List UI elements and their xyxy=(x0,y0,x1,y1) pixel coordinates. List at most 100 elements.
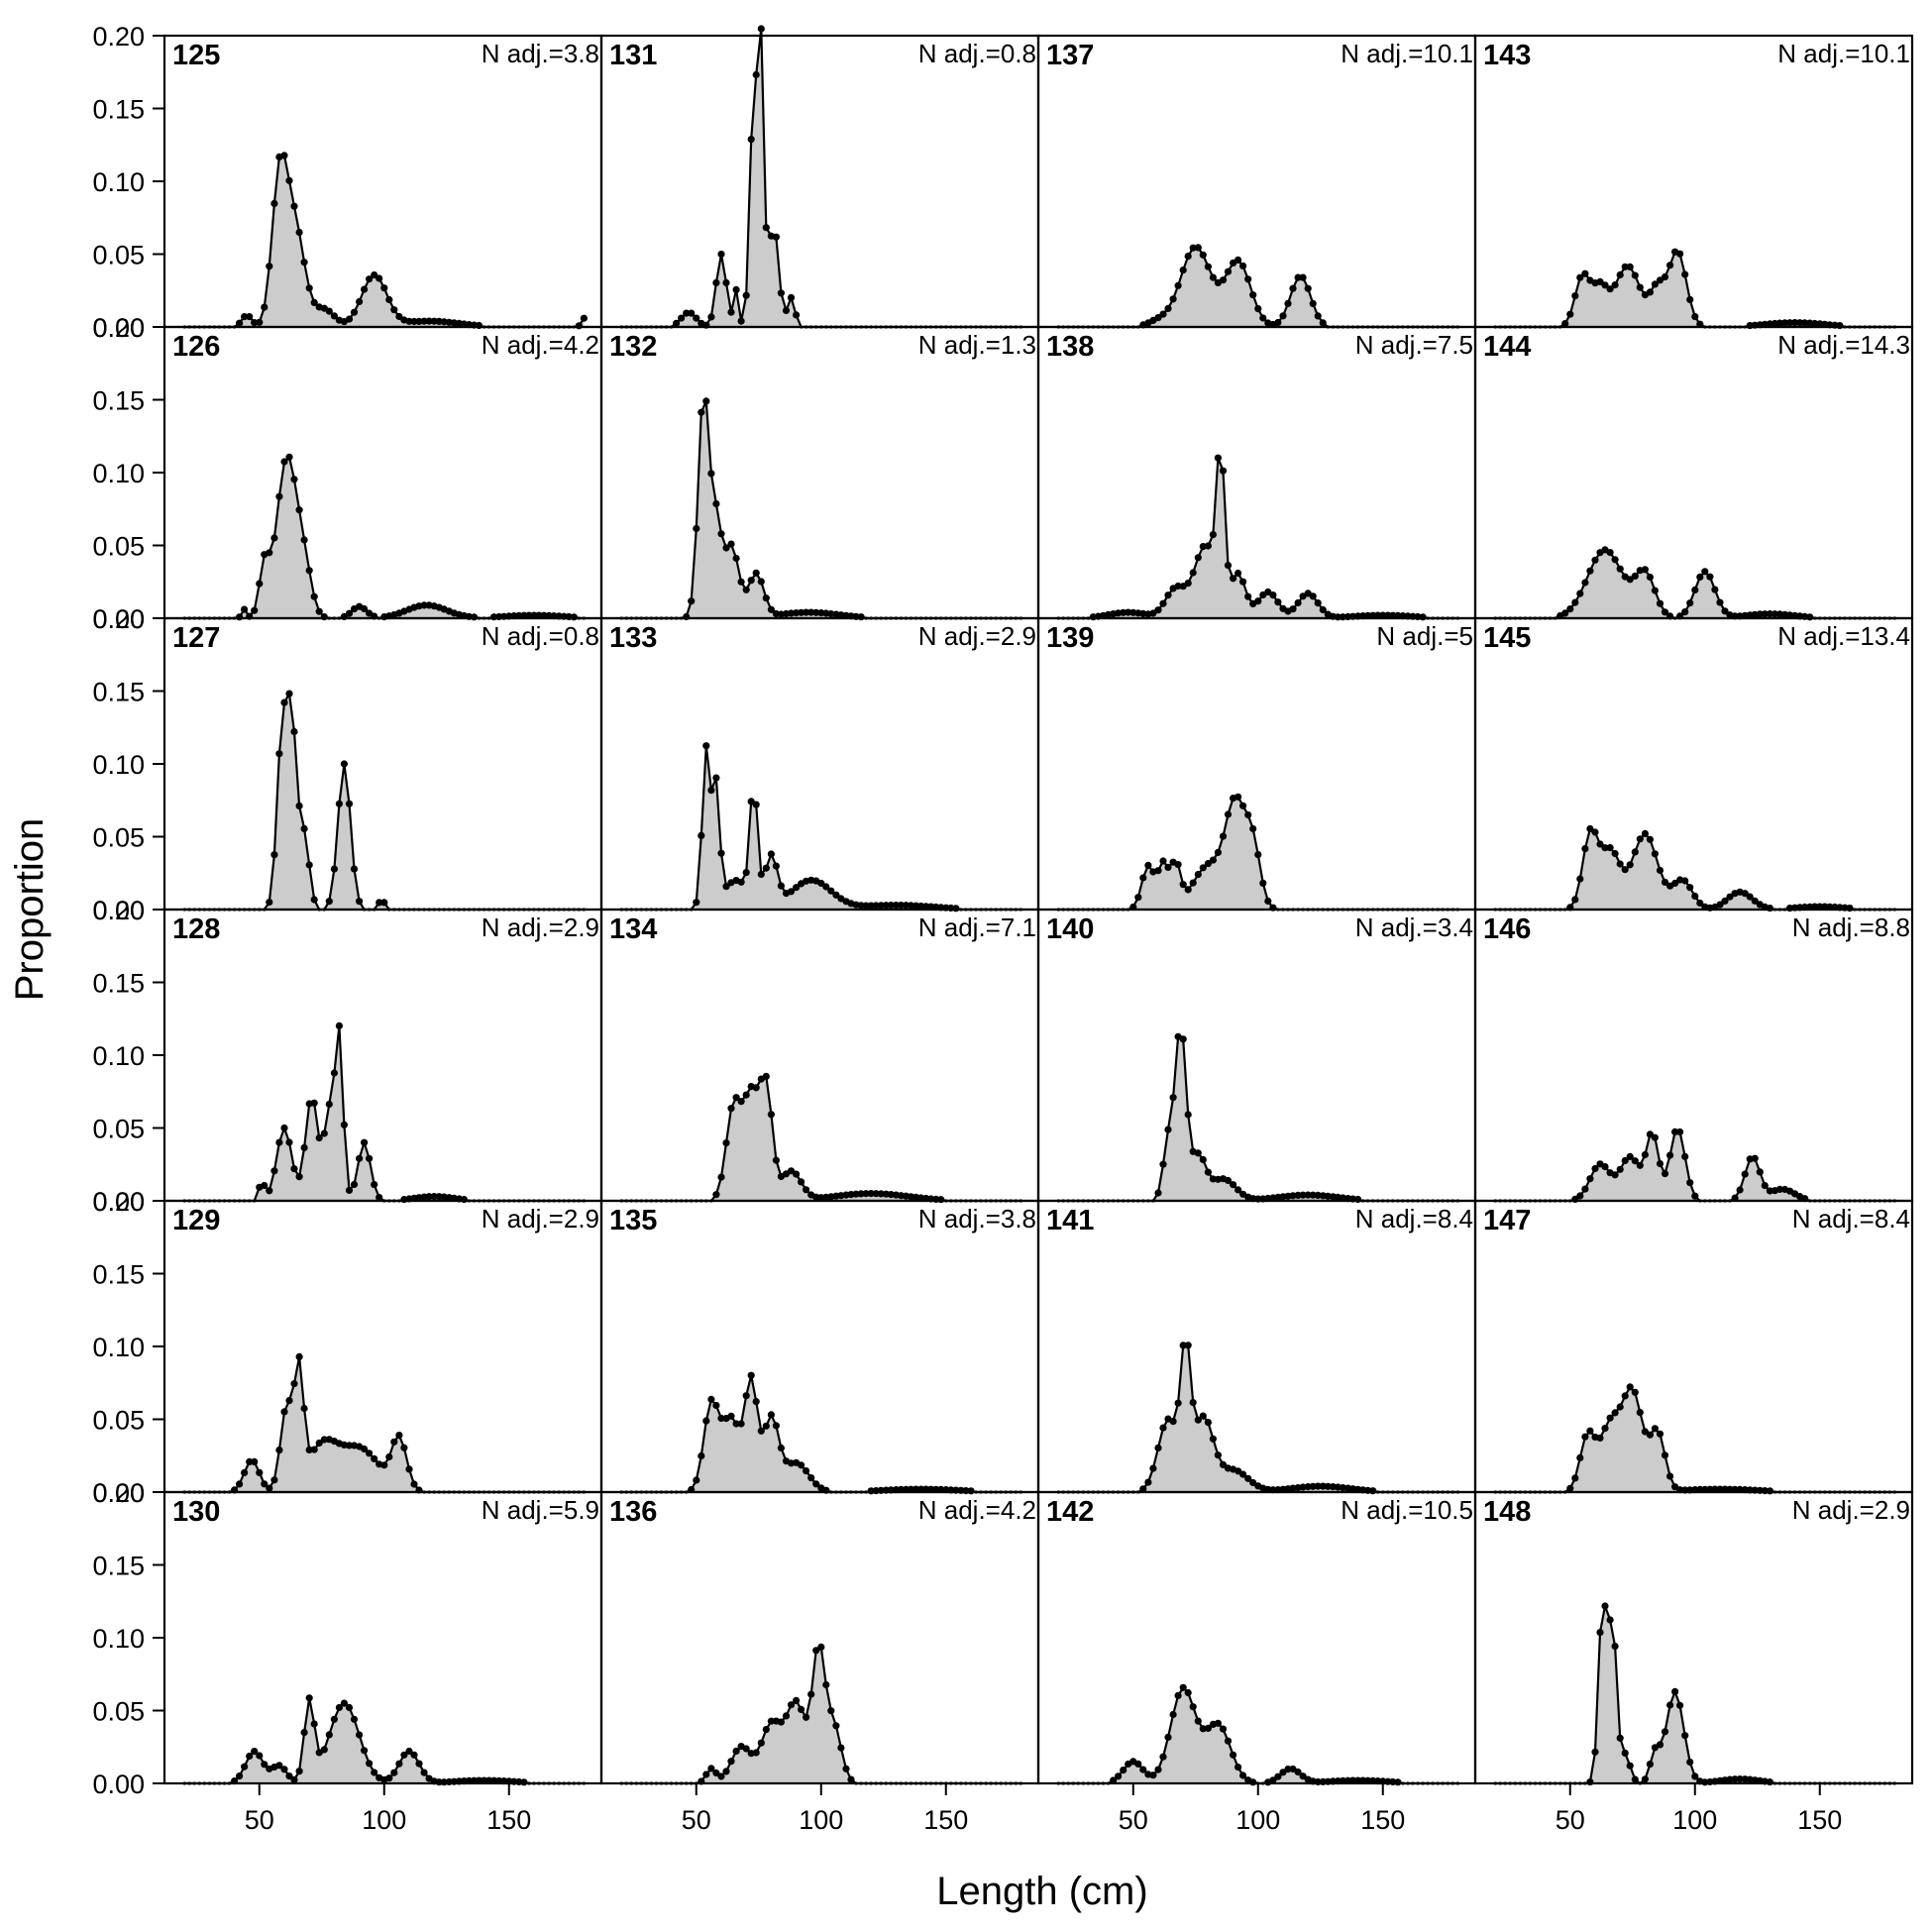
y-tick-label: 0.15 xyxy=(92,386,145,416)
data-point xyxy=(1179,881,1187,889)
data-point xyxy=(1761,1182,1769,1190)
data-point xyxy=(702,1417,710,1425)
data-point xyxy=(330,865,338,873)
data-point xyxy=(300,1404,308,1413)
data-point xyxy=(1184,253,1192,261)
data-point xyxy=(1230,575,1237,583)
distribution-area xyxy=(621,1076,1021,1201)
data-point xyxy=(678,314,686,322)
data-point xyxy=(1294,273,1302,281)
data-point xyxy=(1661,272,1669,281)
data-point xyxy=(727,1105,735,1113)
data-point xyxy=(1641,1150,1649,1159)
data-point xyxy=(1706,573,1714,581)
data-point xyxy=(356,1154,364,1162)
data-point xyxy=(712,278,720,286)
data-point xyxy=(912,1485,920,1493)
y-tick-label: 0.00 xyxy=(92,896,145,925)
data-point xyxy=(1219,467,1228,475)
y-tick-label: 0.05 xyxy=(92,823,145,853)
data-point xyxy=(1711,586,1719,593)
distribution-line xyxy=(1058,457,1458,620)
data-point xyxy=(1681,1152,1689,1160)
data-point xyxy=(1661,608,1669,616)
y-tick-label: 0.20 xyxy=(92,896,145,925)
data-point xyxy=(1766,610,1773,618)
data-point xyxy=(315,1133,323,1142)
data-point xyxy=(1164,591,1172,599)
data-point xyxy=(1785,319,1794,327)
distribution-area xyxy=(184,694,585,910)
data-point xyxy=(241,1468,249,1476)
data-point xyxy=(1566,310,1574,318)
data-point xyxy=(707,787,715,795)
data-point xyxy=(295,228,303,237)
data-point xyxy=(345,1186,354,1194)
distribution-area xyxy=(1058,1036,1458,1201)
data-point xyxy=(310,1099,318,1107)
data-point xyxy=(798,1461,805,1469)
data-point xyxy=(1721,607,1729,615)
data-point xyxy=(330,312,338,320)
data-point xyxy=(1249,1478,1257,1487)
data-point xyxy=(1651,1425,1659,1433)
panel-141: 141 N adj.=8.4 xyxy=(1036,1199,1477,1495)
data-point xyxy=(345,1703,354,1712)
x-tick-label: 50 xyxy=(1556,1805,1585,1835)
data-point xyxy=(350,1715,359,1723)
panel-n-label: N adj.=8.4 xyxy=(1355,1204,1473,1234)
y-tick-label: 0.20 xyxy=(92,1478,145,1508)
data-point xyxy=(1294,1768,1302,1776)
data-point xyxy=(727,1412,735,1420)
data-point xyxy=(285,1397,293,1405)
data-point xyxy=(693,524,700,533)
data-point xyxy=(803,608,810,616)
data-point xyxy=(757,1427,765,1435)
data-point xyxy=(712,774,720,782)
data-point xyxy=(280,1408,288,1416)
data-point xyxy=(1194,554,1202,562)
data-point xyxy=(315,607,323,615)
panel-frame xyxy=(599,908,1040,1203)
data-point xyxy=(1656,1430,1664,1438)
data-point xyxy=(777,882,786,890)
data-point xyxy=(1631,1388,1639,1396)
data-point xyxy=(1149,609,1157,617)
distribution-area xyxy=(1495,549,1895,618)
panel-id-label: 136 xyxy=(609,1496,657,1528)
data-point xyxy=(1154,1766,1162,1773)
data-point xyxy=(1631,271,1639,279)
data-point xyxy=(1314,599,1322,607)
data-point xyxy=(1169,1094,1177,1102)
data-point xyxy=(727,1758,735,1766)
panel-144: 144 N adj.=14.3 xyxy=(1473,325,1914,621)
data-point xyxy=(320,1746,328,1754)
y-tick-label: 0.15 xyxy=(92,969,145,999)
data-point xyxy=(1626,861,1634,869)
data-point xyxy=(345,1442,354,1449)
data-point xyxy=(325,307,333,315)
data-point xyxy=(246,313,254,321)
data-point xyxy=(1711,1485,1719,1493)
distribution-area xyxy=(621,400,1021,618)
data-point xyxy=(1239,1470,1247,1478)
data-point xyxy=(698,1451,705,1460)
data-point xyxy=(747,136,755,144)
data-point xyxy=(1751,1154,1759,1162)
data-point xyxy=(1606,1414,1614,1422)
data-point xyxy=(787,293,796,301)
data-point xyxy=(1681,608,1689,616)
data-point xyxy=(1134,894,1142,902)
data-point xyxy=(793,311,801,319)
data-point xyxy=(415,1760,423,1768)
x-tick-label: 50 xyxy=(682,1805,711,1835)
data-point xyxy=(1791,319,1799,327)
data-point xyxy=(1249,824,1257,833)
data-point xyxy=(1314,1482,1322,1490)
data-point xyxy=(1721,897,1729,906)
data-point xyxy=(1766,1778,1773,1786)
panel-n-label: N adj.=2.9 xyxy=(482,1204,599,1234)
data-point xyxy=(1646,1761,1654,1769)
data-point xyxy=(361,1138,369,1146)
panel-frame xyxy=(162,325,603,620)
